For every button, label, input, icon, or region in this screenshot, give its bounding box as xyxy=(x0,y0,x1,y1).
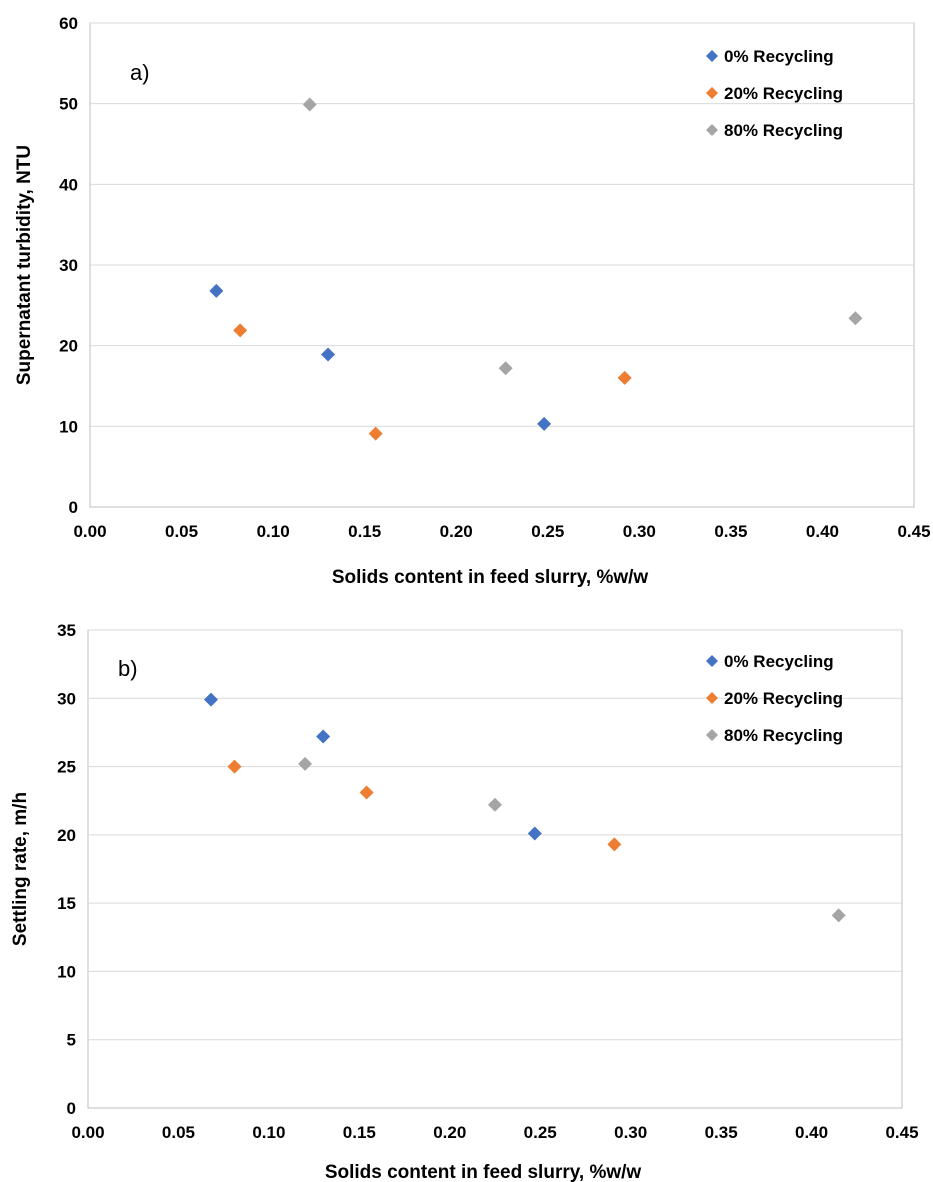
y-tick-label: 0 xyxy=(69,498,78,517)
plot-area xyxy=(87,629,903,1109)
x-tick-label: 0.35 xyxy=(714,522,747,541)
legend-label: 20% Recycling xyxy=(724,689,843,708)
legend-marker xyxy=(706,729,718,741)
chart-a-turbidity: 0 10 20 30 40 50 60 0.00 0.05 0.10 0.15 0.20 0.25 0.3… xyxy=(14,14,931,588)
y-tick-label: 10 xyxy=(57,962,76,981)
x-axis-title: Solids content in feed slurry, %w/w xyxy=(325,1162,642,1182)
x-tick-label: 0.10 xyxy=(257,522,290,541)
data-point-80-recycling xyxy=(498,361,513,376)
data-point-0-recycling xyxy=(316,729,331,744)
x-tick-label: 0.10 xyxy=(252,1123,285,1142)
y-tick-label: 0 xyxy=(67,1099,76,1118)
data-point-0-recycling xyxy=(537,416,552,431)
legend-label: 80% Recycling xyxy=(724,726,843,745)
data-point-0-recycling xyxy=(527,826,542,841)
x-tick-label: 0.45 xyxy=(885,1123,918,1142)
y-tick-label: 20 xyxy=(59,337,78,356)
x-tick-label: 0.25 xyxy=(531,522,564,541)
x-tick-label: 0.35 xyxy=(705,1123,738,1142)
legend-label: 20% Recycling xyxy=(724,84,843,103)
legend-label: 0% Recycling xyxy=(724,47,834,66)
data-point-0-recycling xyxy=(209,283,224,298)
x-tick-label: 0.05 xyxy=(165,522,198,541)
y-axis-title: Settling rate, m/h xyxy=(10,792,31,946)
data-point-80-recycling xyxy=(848,311,863,326)
panel-label: a) xyxy=(130,60,150,85)
data-point-80-recycling xyxy=(302,97,317,112)
data-point-20-recycling xyxy=(607,837,622,852)
y-tick-label: 25 xyxy=(57,758,76,777)
legend-label: 0% Recycling xyxy=(724,652,834,671)
data-point-0-recycling xyxy=(321,347,336,362)
y-tick-label: 15 xyxy=(57,894,76,913)
data-point-20-recycling xyxy=(233,323,248,338)
x-tick-label: 0.20 xyxy=(440,522,473,541)
y-tick-label: 5 xyxy=(67,1031,76,1050)
x-tick-label: 0.30 xyxy=(623,522,656,541)
x-tick-label: 0.00 xyxy=(71,1123,104,1142)
data-point-20-recycling xyxy=(617,370,632,385)
legend-marker xyxy=(706,655,718,667)
x-tick-label: 0.15 xyxy=(343,1123,376,1142)
y-tick-label: 30 xyxy=(59,256,78,275)
data-point-20-recycling xyxy=(368,426,383,441)
data-point-80-recycling xyxy=(831,908,846,923)
data-point-20-recycling xyxy=(359,785,374,800)
data-point-80-recycling xyxy=(298,756,313,771)
x-tick-label: 0.25 xyxy=(524,1123,557,1142)
y-axis-title: Supernatant turbidity, NTU xyxy=(14,145,35,385)
chart-b-settling-rate: 0 5 10 15 20 25 30 35 0.00 0.05 0.10 0.15 0.20 0.25 0.… xyxy=(10,621,919,1182)
y-tick-label: 10 xyxy=(59,417,78,436)
legend-marker xyxy=(706,87,718,99)
x-tick-label: 0.40 xyxy=(806,522,839,541)
data-point-80-recycling xyxy=(488,797,502,812)
legend-marker xyxy=(706,50,718,62)
y-tick-label: 60 xyxy=(59,14,78,33)
y-tick-label: 20 xyxy=(57,826,76,845)
x-tick-label: 0.05 xyxy=(162,1123,195,1142)
x-tick-label: 0.45 xyxy=(897,522,930,541)
x-tick-label: 0.30 xyxy=(614,1123,647,1142)
legend-marker xyxy=(706,124,718,136)
data-point-20-recycling xyxy=(227,759,242,774)
x-tick-label: 0.00 xyxy=(73,522,106,541)
y-tick-label: 50 xyxy=(59,95,78,114)
legend-label: 80% Recycling xyxy=(724,121,843,140)
y-tick-label: 40 xyxy=(59,175,78,194)
legend-marker xyxy=(706,692,718,704)
data-point-0-recycling xyxy=(204,692,219,707)
x-tick-label: 0.20 xyxy=(433,1123,466,1142)
x-tick-label: 0.40 xyxy=(795,1123,828,1142)
panel-label: b) xyxy=(118,656,138,681)
x-tick-label: 0.15 xyxy=(348,522,381,541)
y-tick-label: 35 xyxy=(57,621,76,640)
y-tick-label: 30 xyxy=(57,689,76,708)
x-axis-title: Solids content in feed slurry, %w/w xyxy=(332,567,649,588)
